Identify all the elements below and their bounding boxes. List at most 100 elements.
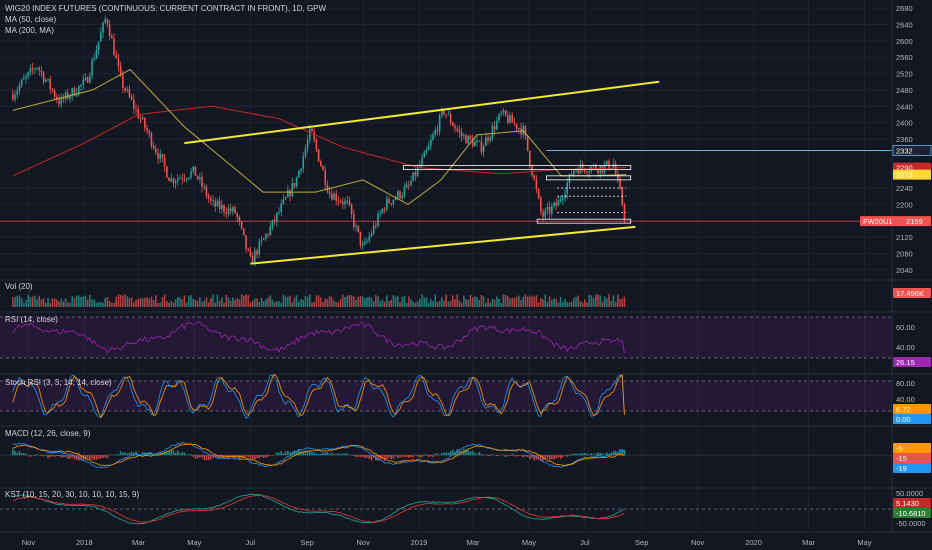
kst-signal-line (12, 494, 625, 523)
candle-body (496, 120, 498, 130)
volume-bar (617, 294, 619, 307)
volume-bar (298, 301, 300, 307)
candle-body (291, 182, 294, 197)
volume-bar (438, 300, 441, 307)
macd-histogram-bar (581, 453, 584, 456)
candle-body (49, 78, 52, 89)
candle-body (60, 96, 63, 105)
volume-bar (223, 302, 225, 307)
ma50-legend[interactable]: MA (50, close) (5, 15, 56, 24)
macd-histogram-bar (590, 453, 593, 456)
macd-histogram-bar (199, 455, 201, 458)
candle-body (159, 153, 162, 160)
grid-lines (0, 0, 892, 530)
volume-bar (566, 302, 569, 307)
vol-legend[interactable]: Vol (20) (5, 282, 33, 291)
candle-body (119, 65, 122, 75)
volume-bar (381, 299, 384, 307)
macd-histogram-bar (124, 452, 126, 456)
macd-histogram-bar (471, 450, 474, 456)
volume-bar (273, 301, 276, 307)
volume-bar (126, 296, 129, 307)
macd-histogram-bar (47, 455, 49, 459)
volume-bar (141, 298, 144, 307)
volume-bar (300, 298, 302, 307)
level-box (402, 165, 632, 171)
volume-bar (551, 300, 553, 307)
volume-bar (447, 301, 450, 307)
volume-bar (524, 294, 527, 307)
volume-bar (262, 300, 265, 307)
macd-histogram-bar (361, 455, 364, 457)
volume-bar (212, 294, 214, 307)
candle-body (144, 117, 146, 128)
candle-body (25, 76, 27, 79)
candle-body (348, 200, 351, 205)
volume-bar (38, 296, 41, 307)
candle-body (531, 165, 533, 176)
price-axis-label: 2480 (896, 86, 913, 95)
candle-body (80, 84, 82, 86)
macd-legend[interactable]: MACD (12, 26, close, 9) (5, 429, 91, 438)
macd-histogram-bar (97, 455, 100, 459)
candle-body (427, 145, 430, 151)
candle-body (364, 241, 366, 245)
candle-body (251, 256, 254, 263)
candle-body (408, 184, 410, 186)
macd-histogram-bar (317, 453, 320, 456)
candle-body (540, 197, 542, 212)
volume-bar (73, 297, 76, 307)
macd-histogram-bar (359, 455, 362, 458)
candle-body (511, 115, 514, 123)
candle-body (31, 68, 34, 70)
kst-legend[interactable]: KST (10, 15, 20, 30, 10, 10, 10, 15, 9) (5, 490, 140, 499)
volume-bar (205, 297, 208, 307)
candle-body (388, 198, 390, 204)
macd-histogram-bar (342, 453, 344, 456)
volume-bar (196, 301, 199, 307)
volume-bar (520, 300, 522, 307)
stoch-legend[interactable]: Stoch RSI (3, 3, 14, 14, close) (5, 378, 112, 387)
candle-body (106, 19, 109, 25)
candle-body (326, 184, 329, 192)
badge-kst-b-bg (893, 508, 931, 518)
badge-macd-b-bg (893, 453, 931, 463)
candle-body (236, 213, 239, 218)
candle-body (322, 166, 324, 171)
candle-body (573, 170, 575, 176)
volume-bar (467, 299, 470, 307)
macd-histogram-bar (518, 455, 520, 456)
macd-histogram-bar (245, 455, 247, 457)
macd-histogram-bar (551, 455, 553, 460)
macd-histogram-bar (383, 455, 386, 462)
badge-rsi-bg (893, 357, 931, 367)
candle-body (454, 126, 456, 129)
candle-body (280, 203, 283, 213)
kst-line (12, 493, 625, 525)
macd-histogram-bar (619, 449, 621, 456)
volume-bar (498, 298, 500, 307)
volume-bar (84, 295, 87, 307)
macd-histogram-bar (16, 452, 19, 456)
candle-body (335, 193, 338, 201)
candle-body (518, 128, 520, 130)
candle-body (300, 168, 302, 171)
ma200-legend[interactable]: MA (200, MA) (5, 26, 54, 35)
macd-histogram-bar (570, 453, 573, 456)
x-axis-label: Mar (467, 538, 480, 547)
candle-body (498, 113, 500, 121)
volume-bar (570, 301, 573, 307)
volume-bar (434, 294, 437, 307)
volume-bar (339, 299, 342, 307)
macd-histogram-bar (588, 454, 591, 456)
rsi-legend[interactable]: RSI (14, close) (5, 315, 58, 324)
macd-histogram-bar (460, 450, 463, 456)
macd-histogram-bar (108, 454, 111, 456)
x-axis-label: Nov (22, 538, 36, 547)
macd-histogram-bar (14, 450, 16, 456)
volume-bar (311, 302, 313, 307)
ma200-line (12, 105, 627, 177)
macd-histogram-bar (566, 455, 569, 457)
candle-body (16, 90, 19, 95)
price-axis-label: 2360 (896, 135, 913, 144)
